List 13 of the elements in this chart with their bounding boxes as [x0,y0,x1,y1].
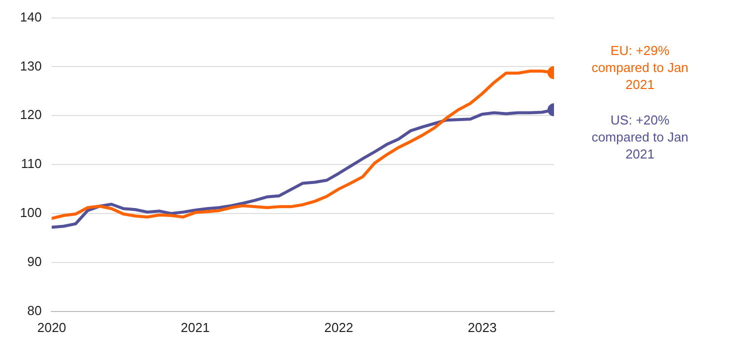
x-tick-label: 2023 [468,320,497,335]
text: US: +20% compared to Jan 2021 [592,112,688,162]
y-tick-label: 90 [27,254,42,270]
y-tick-label: 100 [20,205,42,220]
y-tick-label: 110 [20,156,42,172]
text: EU: +29% compared to Jan 2021 [592,43,688,92]
y-tick-label: 120 [20,107,42,122]
x-tick-label: 2022 [324,320,354,335]
y-tick-label: 80 [27,302,42,318]
x-tick-label: 2020 [37,320,66,335]
y-tick-label: 140 [20,9,42,24]
y-tick-label: 130 [20,58,42,74]
x-tick-label: 2021 [180,320,210,335]
